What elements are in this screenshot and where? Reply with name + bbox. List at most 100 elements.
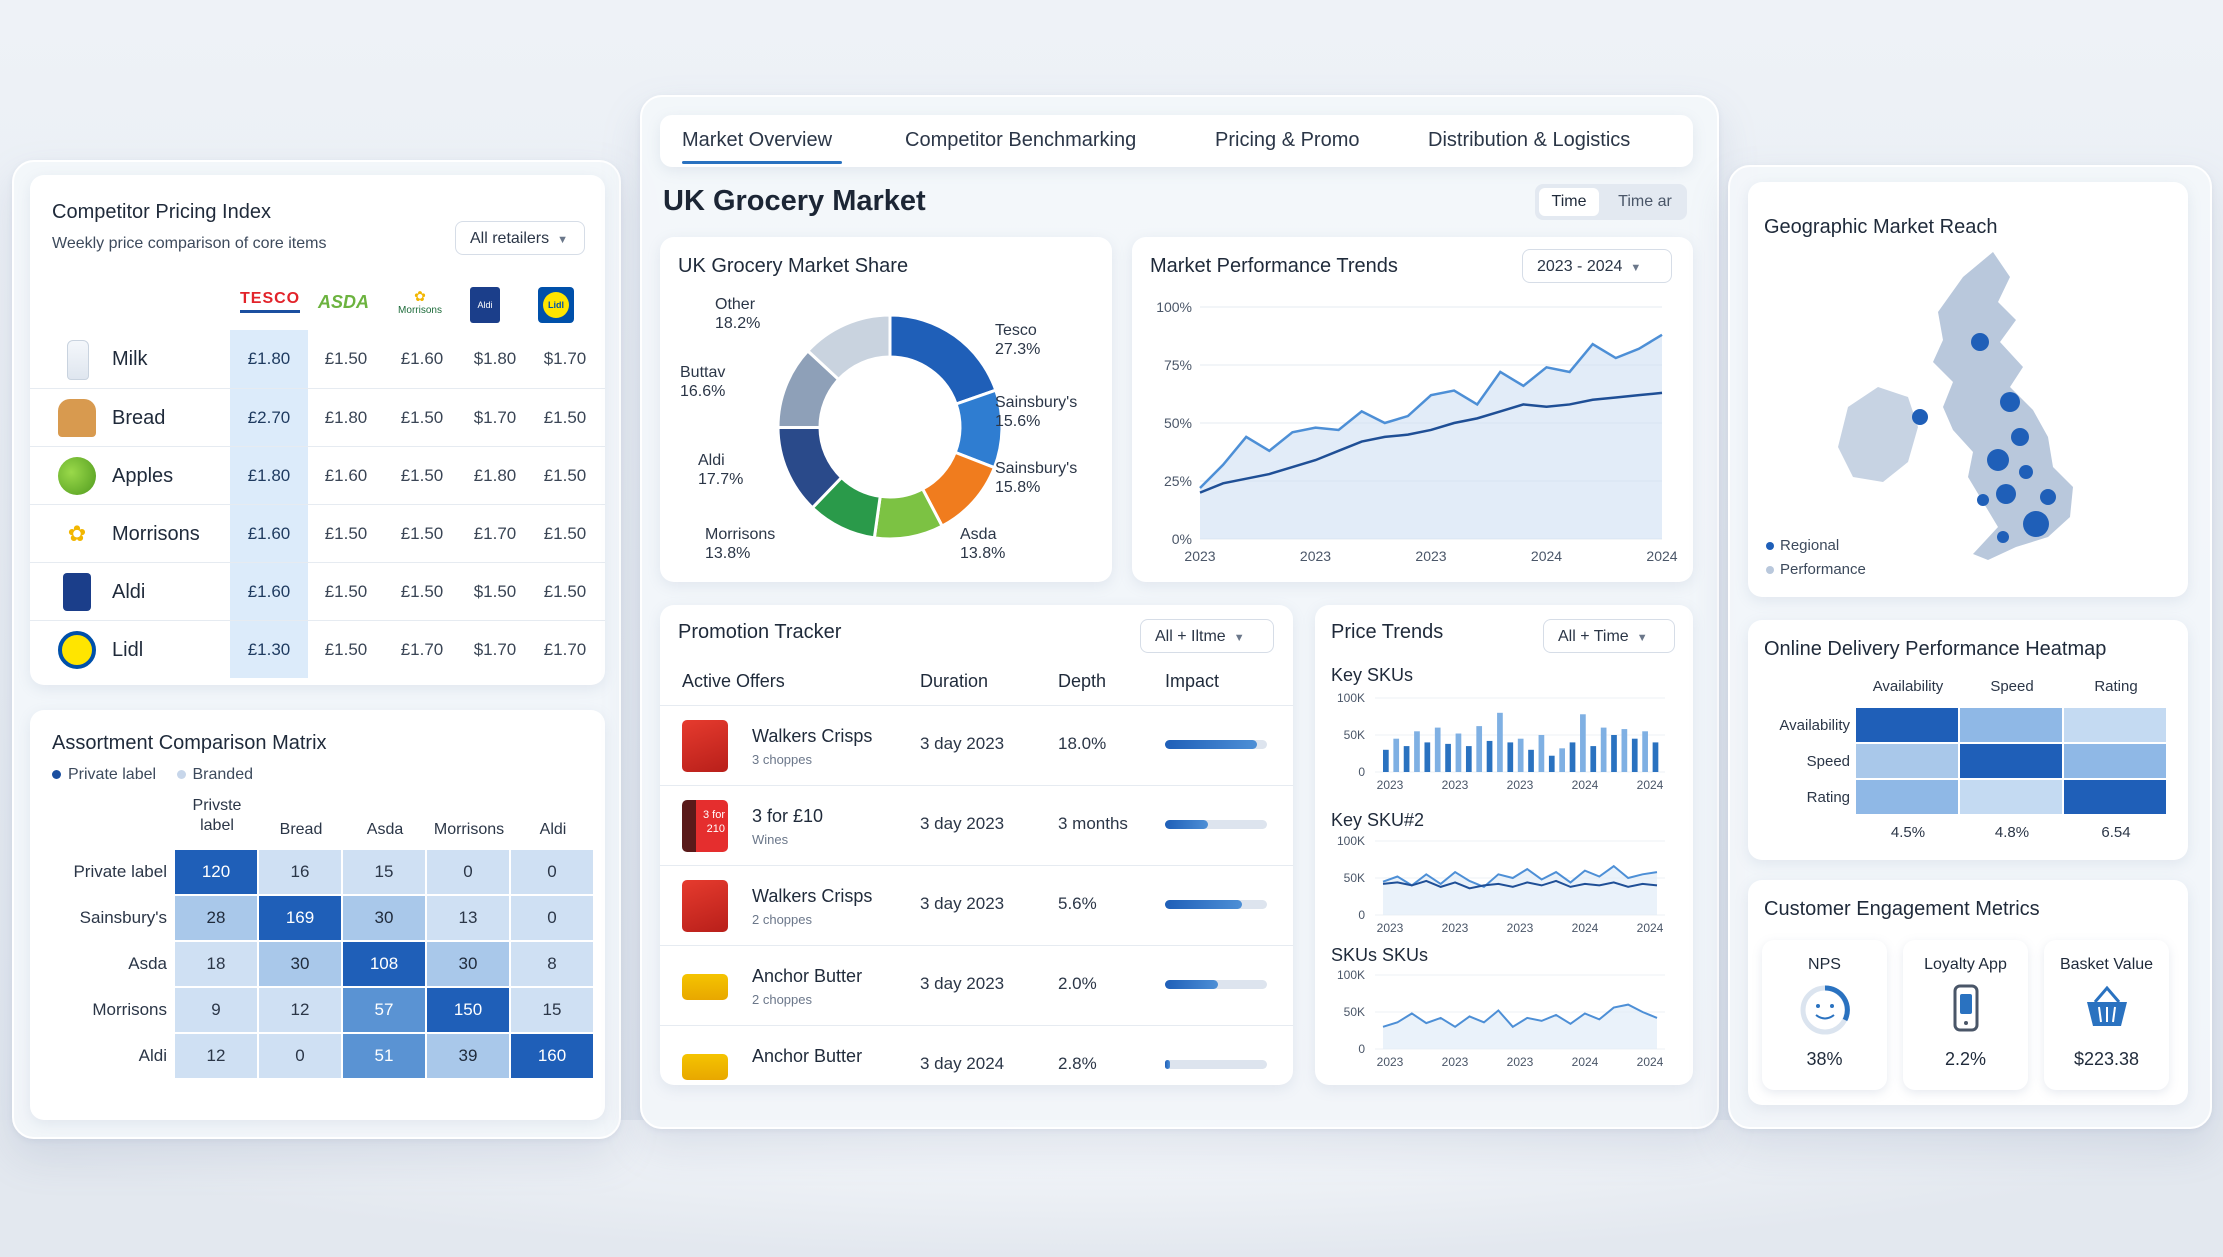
matrix-row-label: Private label bbox=[73, 862, 167, 881]
donut-value: 13.8% bbox=[960, 545, 1005, 562]
bar bbox=[1621, 729, 1628, 772]
y-tick-label: 50K bbox=[1344, 1005, 1365, 1019]
tab-pricing-promo[interactable]: Pricing & Promo bbox=[1215, 129, 1360, 151]
pricing-title: Competitor Pricing Index bbox=[52, 201, 271, 223]
nps-value: 38% bbox=[1806, 1049, 1843, 1069]
trend-series-line bbox=[1199, 391, 1663, 494]
pricing-item-label: Aldi bbox=[112, 581, 146, 603]
price-cell: £1.30 bbox=[247, 640, 291, 659]
col-active-offers: Active Offers bbox=[682, 671, 785, 691]
aldi-logo: Aldi bbox=[470, 287, 500, 323]
x-tick-label: 2023 bbox=[1377, 921, 1404, 935]
matrix-cell: 13 bbox=[427, 896, 509, 940]
pricing-subtitle: Weekly price comparison of core items bbox=[52, 235, 327, 252]
mini-series-line bbox=[1382, 879, 1658, 890]
matrix-cell: 12 bbox=[259, 988, 341, 1032]
bar bbox=[1414, 731, 1420, 772]
key-skus-bar-chart: 100K 50K 0 2023 2023 2023 2024 2024 bbox=[1337, 691, 1665, 792]
bar bbox=[1383, 749, 1389, 772]
key-sku2-title: Key SKU#2 bbox=[1331, 810, 1425, 830]
legend-dot-performance bbox=[1766, 566, 1774, 574]
tab-market-overview[interactable]: Market Overview bbox=[682, 129, 833, 151]
promo-row[interactable]: Anchor Butter 2 choppes 3 day 2023 2.0% bbox=[660, 945, 1293, 1026]
active-tab-indicator bbox=[682, 161, 842, 164]
price-cell: £1.80 bbox=[473, 466, 517, 485]
time-button[interactable]: Time bbox=[1539, 188, 1599, 216]
price-cell: £1.50 bbox=[400, 524, 444, 543]
heatmap-cell bbox=[1960, 780, 2062, 814]
price-cell: £1.60 bbox=[247, 524, 291, 543]
promo-name: Walkers Crisps bbox=[752, 726, 873, 746]
loyalty-app-tile[interactable]: Loyalty App 2.2% bbox=[1903, 940, 2028, 1090]
pricing-item-label: Morrisons bbox=[112, 523, 200, 545]
heatmap-cell bbox=[1856, 780, 1958, 814]
matrix-cell: 0 bbox=[427, 850, 509, 894]
promo-filter-dropdown[interactable]: All + Iltme ▼ bbox=[1140, 619, 1274, 653]
bar bbox=[1393, 738, 1400, 772]
price-cell: $1.50 bbox=[473, 582, 517, 601]
price-cell: $1.70 bbox=[473, 640, 517, 659]
promo-row[interactable]: Anchor Butter 3 day 2024 2.8% bbox=[660, 1025, 1293, 1085]
heatmap-footer-value: 4.8% bbox=[1994, 824, 2030, 841]
y-tick-label: 100K bbox=[1337, 834, 1365, 848]
bar bbox=[1476, 726, 1483, 772]
crisps-icon bbox=[682, 720, 728, 772]
price-cell: £1.50 bbox=[543, 408, 587, 427]
geo-title: Geographic Market Reach bbox=[1764, 216, 1998, 238]
price-cell: £1.50 bbox=[543, 466, 587, 485]
donut-label: Other bbox=[715, 296, 756, 313]
retailer-dropdown[interactable]: All retailers ▼ bbox=[455, 221, 585, 255]
price-cell: £1.50 bbox=[324, 524, 368, 543]
x-tick-label: 2023 bbox=[1442, 778, 1469, 792]
basket-value-tile[interactable]: Basket Value $223.38 bbox=[2044, 940, 2169, 1090]
promo-depth: 3 months bbox=[1058, 814, 1128, 833]
loyalty-value: 2.2% bbox=[1944, 1049, 1987, 1069]
matrix-column-header: Morrisons bbox=[433, 821, 505, 838]
impact-bar bbox=[1165, 820, 1267, 829]
aldi-logo-icon bbox=[63, 573, 91, 611]
price-cell: £1.50 bbox=[543, 524, 587, 543]
basket-icon bbox=[2086, 985, 2127, 1026]
pricing-row: Lidl £1.30 £1.50 £1.70 $1.70 £1.70 bbox=[30, 620, 605, 679]
donut-value: 17.7% bbox=[698, 471, 743, 488]
market-trends-card: Market Performance Trends 2023 - 2024 ▼ 1… bbox=[1132, 237, 1693, 582]
time-range-button[interactable]: Time ar bbox=[1618, 193, 1672, 210]
promo-name: Walkers Crisps bbox=[752, 886, 873, 906]
price-cell: £1.50 bbox=[543, 582, 587, 601]
donut-label: Morrisons bbox=[705, 526, 775, 543]
bar bbox=[1559, 748, 1565, 772]
donut-label: Sainsbury's bbox=[995, 460, 1077, 477]
price-cell: £1.60 bbox=[247, 582, 291, 601]
promo-name: Anchor Butter bbox=[752, 1046, 863, 1066]
promo-name: 3 for £10 bbox=[752, 806, 824, 826]
legend-regional: Regional bbox=[1780, 537, 1840, 554]
price-cell: £1.50 bbox=[324, 349, 368, 368]
promo-row[interactable]: Walkers Crisps 3 choppes 3 day 2023 18.0% bbox=[660, 705, 1293, 786]
bar bbox=[1486, 740, 1493, 772]
mini-series-line bbox=[1382, 864, 1658, 889]
bar bbox=[1652, 742, 1659, 772]
bar bbox=[1611, 735, 1617, 772]
nps-tile[interactable]: NPS 38% bbox=[1762, 940, 1887, 1090]
price-trends-dropdown[interactable]: All + Time ▼ bbox=[1543, 619, 1675, 653]
tab-distribution-logistics[interactable]: Distribution & Logistics bbox=[1428, 129, 1631, 151]
donut-value: 16.6% bbox=[680, 383, 725, 400]
matrix-cell: 120 bbox=[175, 850, 257, 894]
impact-bar-fill bbox=[1165, 980, 1219, 989]
matrix-cell: 16 bbox=[259, 850, 341, 894]
bar bbox=[1600, 727, 1607, 772]
trends-year-dropdown[interactable]: 2023 - 2024 ▼ bbox=[1522, 249, 1672, 283]
chevron-down-icon: ▼ bbox=[1630, 262, 1642, 274]
promo-row[interactable]: 3 for 210 3 for £10 Wines 3 day 2023 3 months bbox=[660, 785, 1293, 866]
matrix-cell: 8 bbox=[511, 942, 593, 986]
promo-row[interactable]: Walkers Crisps 2 choppes 3 day 2023 5.6% bbox=[660, 865, 1293, 946]
nps-label: NPS bbox=[1808, 956, 1841, 973]
impact-bar bbox=[1165, 1060, 1267, 1069]
legend-dot-regional bbox=[1766, 542, 1774, 550]
price-cell: £1.70 bbox=[543, 640, 587, 659]
bar bbox=[1642, 731, 1648, 772]
skus-skus-title: SKUs SKUs bbox=[1331, 945, 1429, 965]
tab-competitor-benchmarking[interactable]: Competitor Benchmarking bbox=[905, 129, 1137, 151]
pricing-row: Aldi £1.60 £1.50 £1.50 $1.50 £1.50 bbox=[30, 562, 605, 621]
x-tick-label: 2023 bbox=[1507, 1055, 1534, 1069]
